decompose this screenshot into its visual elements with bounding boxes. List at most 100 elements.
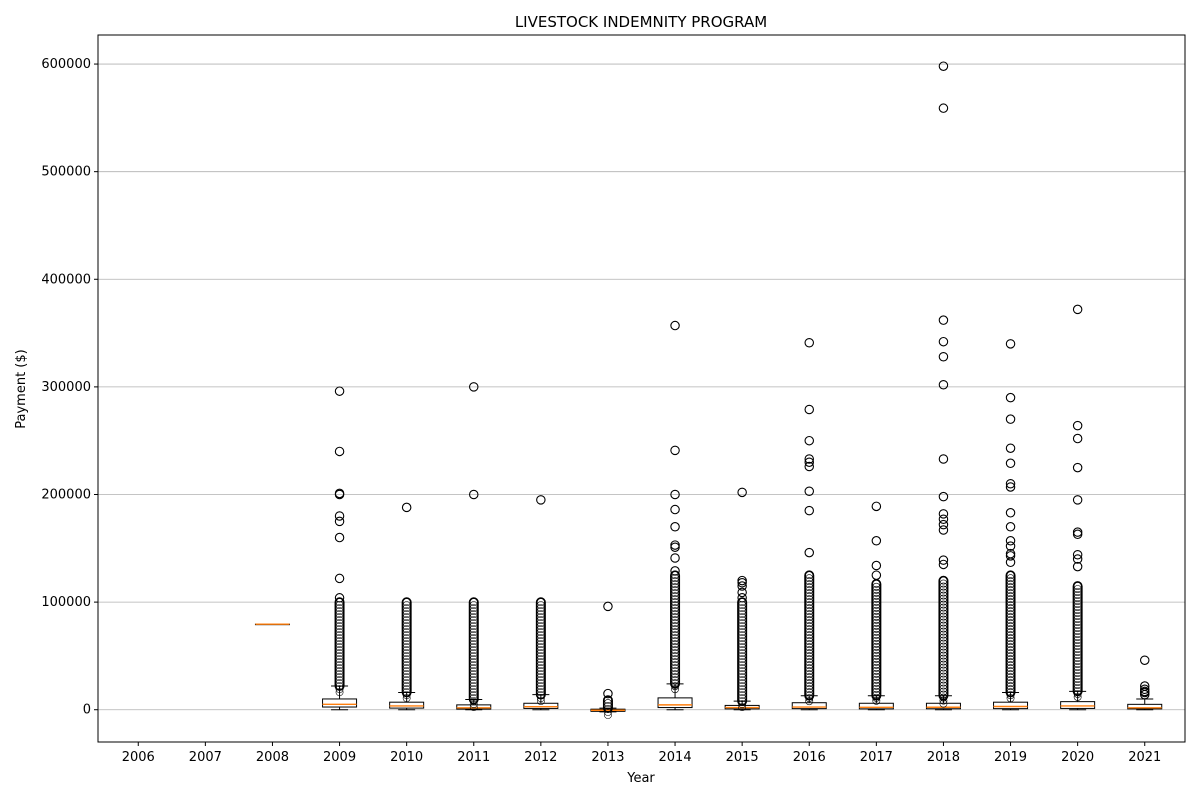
- outlier-point: [939, 660, 948, 669]
- outlier-point: [1006, 691, 1015, 700]
- outlier-point: [1006, 637, 1015, 646]
- outlier-point: [1005, 522, 1016, 532]
- boxes: [254, 61, 1163, 719]
- outlier-point: [536, 688, 545, 697]
- outlier-point: [402, 643, 411, 652]
- outlier-point: [671, 652, 679, 661]
- outlier-point: [335, 628, 344, 637]
- outlier-point: [335, 640, 344, 649]
- outlier-point: [805, 622, 814, 631]
- outlier-point: [938, 519, 949, 530]
- outlier-point: [738, 670, 747, 679]
- outlier-point: [939, 663, 948, 672]
- outlier-point: [805, 640, 814, 649]
- outlier-point: [536, 658, 545, 667]
- outlier-point: [402, 610, 411, 619]
- outlier-point: [469, 634, 478, 643]
- outlier-point: [938, 509, 949, 519]
- outlier-point: [536, 655, 545, 664]
- outlier-point: [536, 682, 545, 691]
- outlier-point: [671, 676, 679, 685]
- outlier-point: [402, 634, 411, 643]
- x-tick-label: 2009: [323, 750, 356, 765]
- outlier-point: [469, 649, 478, 658]
- outlier-point: [805, 682, 814, 691]
- outlier-point: [804, 457, 814, 467]
- outlier-point: [670, 540, 680, 550]
- outlier-point: [738, 649, 747, 658]
- outlier-point: [872, 657, 881, 666]
- box-2020: [1060, 304, 1096, 711]
- outlier-point: [671, 643, 679, 652]
- outlier-point: [805, 598, 814, 607]
- outlier-point: [738, 637, 747, 646]
- outlier-point: [1005, 551, 1016, 561]
- outlier-point: [469, 664, 478, 673]
- outlier-point: [805, 571, 814, 580]
- outlier-point: [738, 631, 747, 640]
- iqr-box: [925, 702, 961, 710]
- outlier-point: [469, 661, 478, 670]
- outlier-point: [939, 642, 948, 651]
- outlier-point: [1005, 478, 1016, 489]
- outlier-point: [671, 577, 679, 586]
- outlier-point: [939, 645, 948, 654]
- x-tick-label: 2014: [659, 750, 692, 765]
- outlier-point: [738, 616, 747, 625]
- outlier-point: [469, 604, 478, 613]
- outlier-point: [671, 571, 679, 580]
- outlier-point: [939, 585, 948, 594]
- outlier-point: [402, 613, 411, 622]
- outlier-point: [469, 655, 478, 664]
- outlier-point: [469, 619, 478, 628]
- outlier-point: [872, 615, 881, 624]
- outlier-point: [738, 676, 747, 685]
- outlier-point: [1006, 613, 1015, 622]
- outlier-point: [1006, 589, 1015, 598]
- outlier-point: [872, 588, 881, 597]
- outlier-point: [1005, 548, 1016, 559]
- outlier-point: [402, 631, 411, 640]
- outlier-point: [671, 655, 679, 664]
- outlier-point: [871, 570, 882, 580]
- outlier-point: [1006, 646, 1015, 655]
- outlier-point: [469, 679, 478, 688]
- outlier-point: [872, 651, 881, 660]
- outlier-point: [335, 637, 344, 646]
- outlier-point: [1006, 610, 1015, 619]
- outlier-point: [872, 639, 881, 648]
- outlier-point: [939, 681, 948, 690]
- outlier-point: [805, 574, 814, 583]
- outlier-point: [402, 679, 411, 688]
- outlier-point: [872, 663, 881, 672]
- outlier-point: [1073, 633, 1082, 641]
- outlier-point: [805, 685, 814, 694]
- outlier-point: [872, 627, 881, 636]
- outlier-point: [1073, 612, 1082, 620]
- outlier-point: [334, 516, 345, 527]
- y-tick-label: 0: [83, 703, 91, 718]
- outlier-point: [872, 582, 881, 591]
- outlier-point: [469, 640, 478, 649]
- outlier-point: [604, 702, 612, 710]
- outlier-point: [469, 613, 478, 622]
- outlier-point: [335, 622, 344, 631]
- outlier-point: [939, 675, 948, 684]
- outlier-point: [738, 667, 747, 676]
- outlier-point: [1006, 640, 1015, 649]
- x-tick-label: 2008: [256, 750, 289, 765]
- outlier-point: [872, 654, 881, 663]
- outlier-point: [939, 666, 948, 675]
- outlier-point: [939, 651, 948, 660]
- dense-outliers: [602, 695, 613, 713]
- outlier-point: [738, 691, 747, 700]
- x-tick-label: 2007: [189, 750, 222, 765]
- outlier-point: [670, 320, 680, 331]
- outlier-point: [1006, 658, 1015, 667]
- outlier-point: [335, 610, 344, 619]
- outlier-point: [671, 673, 679, 682]
- outlier-point: [335, 607, 344, 616]
- outlier-point: [334, 386, 345, 396]
- outlier-point: [335, 604, 344, 613]
- outlier-point: [939, 684, 948, 693]
